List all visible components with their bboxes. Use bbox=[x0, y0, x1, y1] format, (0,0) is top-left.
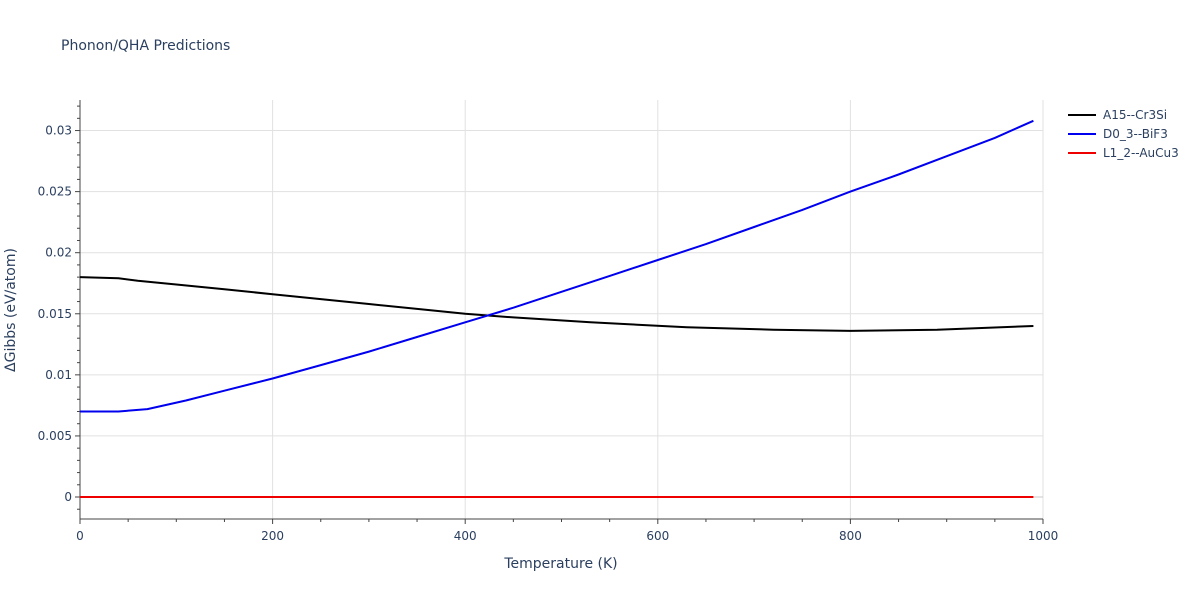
chart-title: Phonon/QHA Predictions bbox=[61, 38, 230, 54]
y-tick-label: 0.025 bbox=[38, 185, 72, 199]
legend-item[interactable]: A15--Cr3Si bbox=[1068, 108, 1167, 122]
x-tick-label: 600 bbox=[646, 529, 669, 543]
y-tick-label: 0.005 bbox=[38, 429, 72, 443]
x-tick-label: 1000 bbox=[1028, 529, 1059, 543]
legend-label: D0_3--BiF3 bbox=[1103, 127, 1168, 141]
axes bbox=[75, 100, 1044, 524]
x-tick-label: 400 bbox=[454, 529, 477, 543]
x-axis-title: Temperature (K) bbox=[503, 556, 617, 572]
y-tick-label: 0.02 bbox=[45, 246, 72, 260]
legend-label: L1_2--AuCu3 bbox=[1103, 146, 1179, 160]
y-tick-label: 0.03 bbox=[45, 124, 72, 138]
x-tick-label: 0 bbox=[76, 529, 84, 543]
x-tick-label: 800 bbox=[839, 529, 862, 543]
y-axis-title: ΔGibbs (eV/atom) bbox=[3, 248, 19, 372]
x-tick-label: 200 bbox=[261, 529, 284, 543]
series-layer bbox=[79, 119, 1034, 498]
y-tick-label: 0.01 bbox=[45, 368, 72, 382]
tick-labels: 0 200 400 600 800 1000 0 0.005 0.01 0.015 0.02 0.02… bbox=[38, 124, 1059, 543]
y-tick-label: 0 bbox=[64, 490, 72, 504]
legend-item[interactable]: L1_2--AuCu3 bbox=[1068, 146, 1179, 160]
legend-label: A15--Cr3Si bbox=[1103, 108, 1167, 122]
legend-item[interactable]: D0_3--BiF3 bbox=[1068, 127, 1168, 141]
grid-lines bbox=[80, 100, 1044, 519]
y-tick-label: 0.015 bbox=[38, 307, 72, 321]
series-line-1[interactable] bbox=[79, 276, 1034, 332]
series-line-2[interactable] bbox=[80, 119, 1034, 413]
legend[interactable]: A15--Cr3Si D0_3--BiF3 L1_2--AuCu3 bbox=[1068, 108, 1179, 160]
